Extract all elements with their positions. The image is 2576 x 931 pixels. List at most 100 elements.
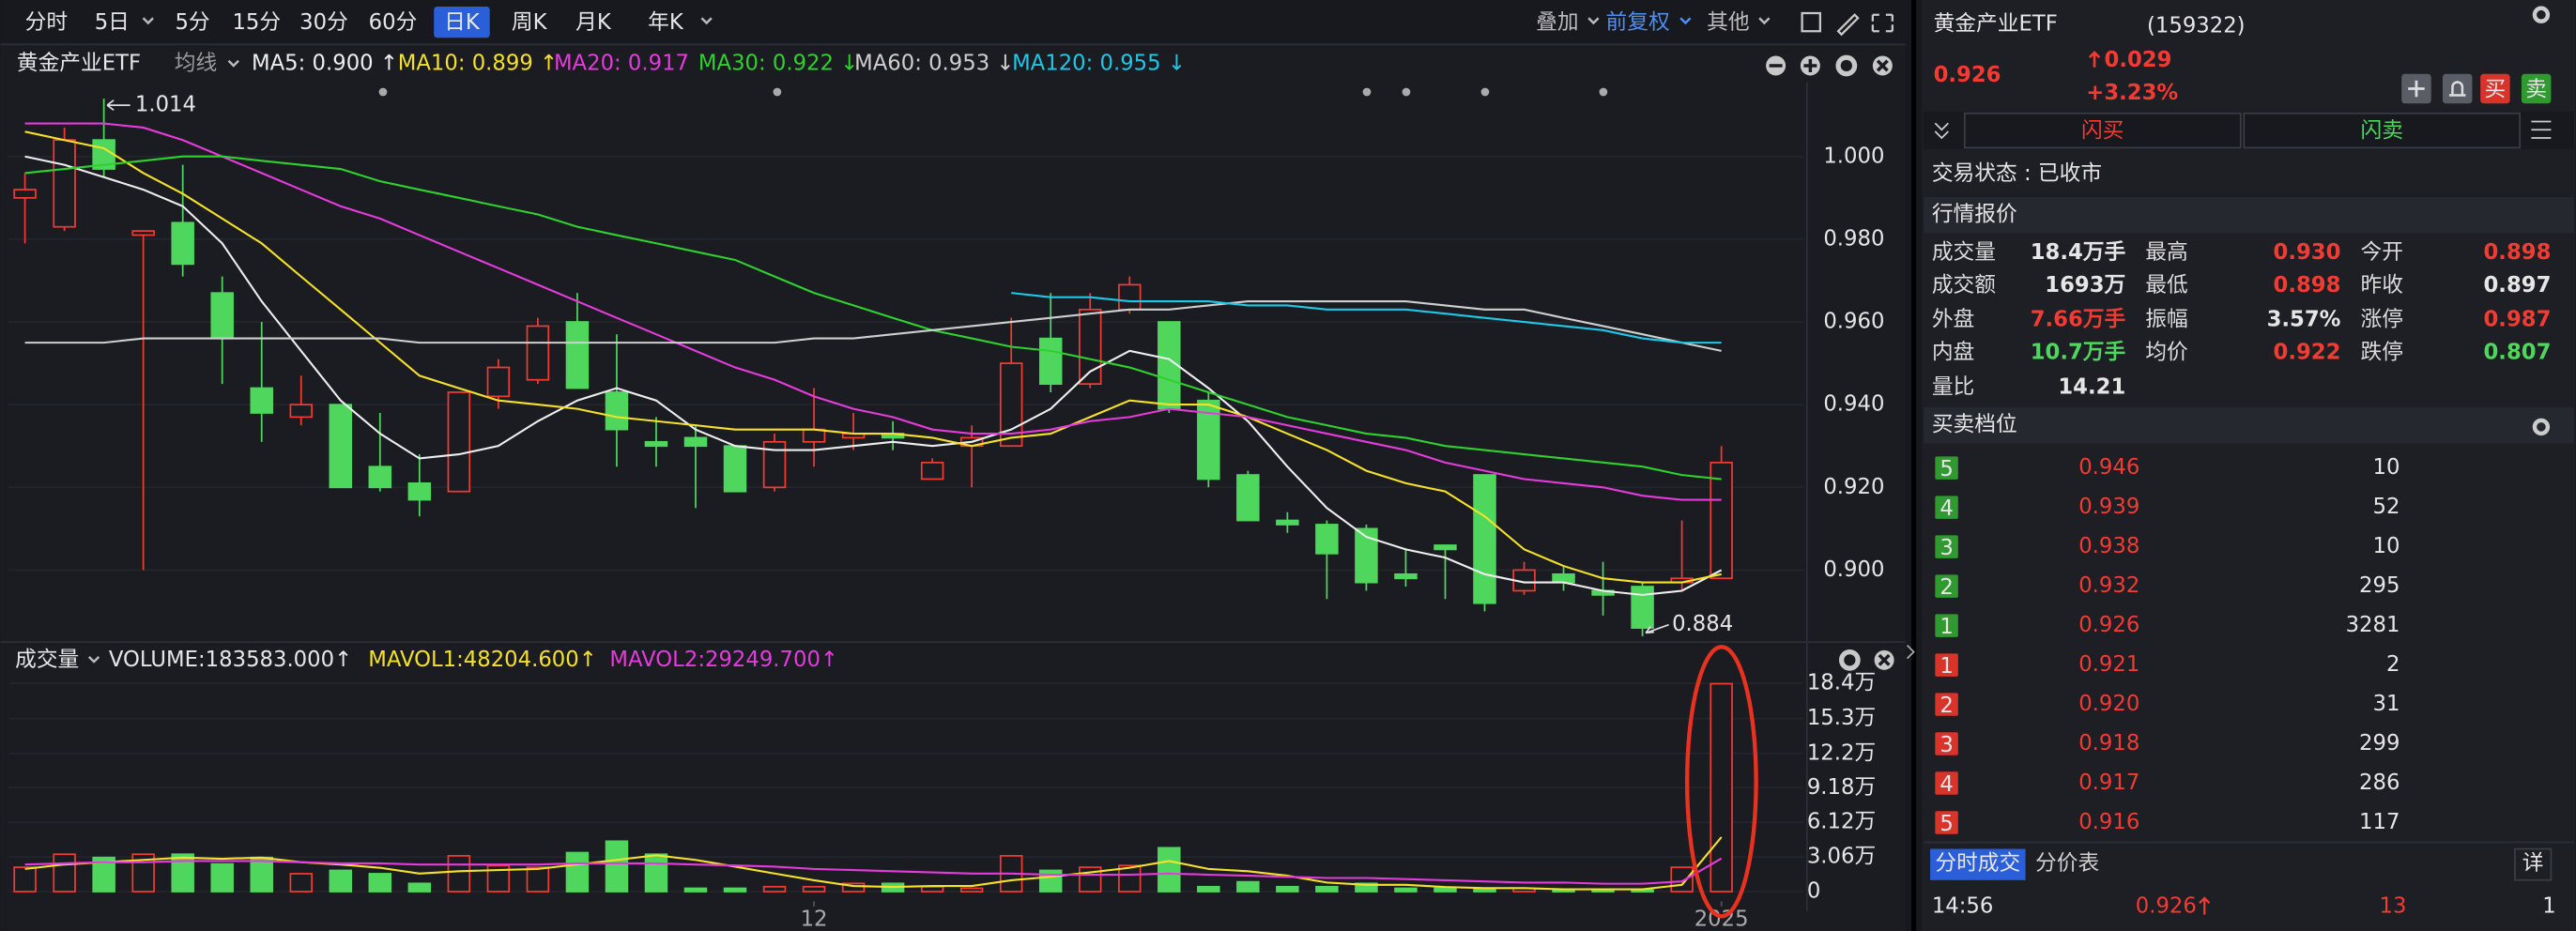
quote-value: 0.987 [2483, 308, 2551, 332]
panel-button[interactable] [2442, 73, 2473, 104]
tab[interactable]: 分价表 [2035, 851, 2099, 876]
dropdown-arrow[interactable] [1758, 17, 1771, 25]
volume-bar [1394, 887, 1418, 893]
level-badge [1935, 496, 1958, 519]
level-volume: 2 [2386, 652, 2400, 677]
menu-icon[interactable] [2531, 120, 2552, 139]
active-tab[interactable] [434, 6, 490, 38]
event-dot[interactable] [773, 87, 782, 97]
candle-body [486, 366, 511, 398]
toolbar-option[interactable]: 其他 [1707, 10, 1749, 35]
ma-line [24, 155, 1722, 481]
level-price: 0.932 [2078, 573, 2139, 598]
period-tab[interactable]: 5日 [95, 10, 130, 35]
dropdown-arrow[interactable] [1587, 17, 1600, 25]
volume-bar [565, 851, 590, 893]
detail-label[interactable]: 详 [2522, 851, 2544, 876]
event-dot[interactable] [378, 87, 388, 97]
flash-buy-label[interactable]: 闪买 [2081, 118, 2124, 143]
flash-buy[interactable] [1963, 112, 2242, 149]
period-tab[interactable]: 月K [575, 10, 612, 35]
y-tick-label: 12.2万 [1807, 740, 1876, 765]
event-dot[interactable] [1402, 87, 1411, 97]
dropdown-arrow[interactable] [87, 655, 100, 664]
toolbar-option[interactable]: 前复权 [1606, 10, 1670, 35]
legend-entry: MAVOL1:48204.600↑ [368, 648, 597, 672]
candle-body [1315, 524, 1339, 555]
close-glyph [1876, 59, 1889, 72]
volume-bar [920, 885, 944, 893]
fullscreen-icon[interactable] [1871, 13, 1894, 33]
dropdown-arrow[interactable] [142, 17, 154, 25]
buy-button[interactable] [2480, 73, 2510, 104]
period-tab[interactable]: 日K [444, 10, 481, 35]
sell-button[interactable] [2521, 73, 2552, 104]
volume-bar [13, 866, 37, 893]
event-dot[interactable] [1480, 87, 1490, 97]
collapse-icon[interactable] [1934, 122, 1949, 140]
volume-bar [1118, 864, 1142, 893]
volume-settings[interactable] [1838, 649, 1861, 671]
volume-title[interactable]: 成交量 [15, 648, 79, 672]
y-tick-label: 0.900 [1823, 557, 1884, 582]
candle-body [1710, 461, 1733, 580]
period-tab[interactable]: 年K [648, 10, 684, 35]
annotation-arrow [106, 99, 130, 112]
quote-label: 昨收 [2360, 273, 2402, 298]
tab[interactable]: 分时成交 [1935, 851, 2020, 876]
level-price: 0.939 [2078, 495, 2139, 519]
period-tab[interactable]: 15分 [232, 10, 281, 35]
volume-bar [407, 882, 432, 893]
buy-button-label[interactable]: 买 [2485, 78, 2507, 102]
x-tick-label: 2025 [1694, 907, 1749, 931]
candle-body [368, 466, 392, 489]
quote-label: 今开 [2360, 240, 2402, 265]
panel-settings[interactable] [2532, 6, 2551, 23]
period-tab[interactable]: 分时 [25, 10, 68, 35]
event-dot[interactable] [1599, 87, 1608, 97]
level-badge [1935, 693, 1958, 716]
candle-body [1236, 474, 1260, 522]
collapse-arrow[interactable] [1906, 644, 1915, 660]
ma-menu[interactable]: 均线 [175, 52, 217, 76]
dropdown-arrow[interactable] [1679, 17, 1692, 25]
draw-icon[interactable] [1836, 13, 1860, 37]
security-name: 黄金产业ETF [1934, 12, 2058, 37]
candle-body [1631, 586, 1654, 629]
y-tick-label: 0.940 [1823, 392, 1884, 417]
sell-button-label[interactable]: 卖 [2525, 78, 2547, 102]
candle-body [644, 440, 668, 448]
volume-bar [210, 862, 234, 893]
y-tick-label: 9.18万 [1807, 775, 1876, 800]
level-number: 2 [1940, 575, 1953, 600]
toolbar-icons[interactable] [1801, 11, 1894, 37]
x-tick-label: 12 [801, 907, 828, 931]
quote-value: 0.930 [2274, 240, 2341, 265]
volume-bar [526, 866, 550, 893]
depth-settings[interactable] [2532, 418, 2551, 436]
chart-settings[interactable] [1835, 54, 1858, 77]
toolbar-option[interactable]: 叠加 [1536, 10, 1578, 35]
detail-button[interactable] [2514, 847, 2553, 881]
flash-sell[interactable] [2243, 112, 2522, 149]
period-tab[interactable]: 30分 [299, 10, 348, 35]
period-tab[interactable]: 5分 [175, 10, 209, 35]
period-tab[interactable]: 周K [512, 10, 548, 35]
period-tab[interactable]: 60分 [369, 10, 418, 35]
event-dot[interactable] [1362, 87, 1372, 97]
flash-sell-label[interactable]: 闪卖 [2360, 118, 2402, 143]
level-price: 0.946 [2078, 455, 2139, 480]
dropdown-arrow[interactable] [700, 17, 713, 25]
volume-bar [486, 864, 511, 893]
layout-icon[interactable] [1801, 11, 1821, 33]
close-glyph [1878, 653, 1891, 666]
y-tick-label: 18.4万 [1807, 671, 1876, 695]
highlight-ellipse [1684, 645, 1758, 919]
legend-entry: MA20: 0.917 [554, 52, 689, 76]
level-price: 0.938 [2078, 534, 2139, 558]
active-tab[interactable] [1930, 848, 2026, 880]
dropdown-arrow[interactable] [227, 59, 239, 68]
candle-body [289, 404, 314, 419]
level-price: 0.916 [2078, 810, 2139, 834]
